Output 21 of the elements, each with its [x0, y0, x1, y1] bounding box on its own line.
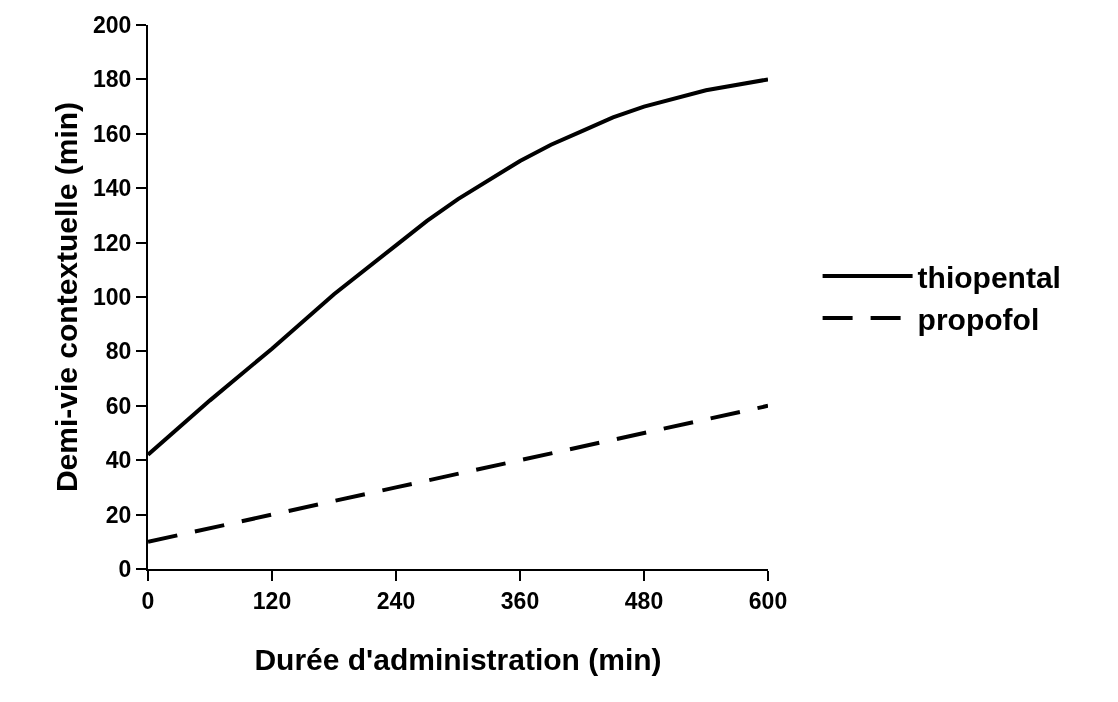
y-tick-label: 100 [93, 284, 132, 311]
y-tick-label: 40 [105, 447, 132, 474]
y-tick-label: 180 [93, 66, 132, 93]
y-tick-label: 60 [105, 392, 132, 419]
x-tick-label: 0 [141, 587, 155, 614]
x-axis-title: Durée d'administration (min) [254, 643, 662, 676]
y-tick-label: 0 [118, 556, 132, 583]
x-tick-label: 600 [748, 587, 788, 614]
legend-label: propofol [917, 302, 1040, 336]
y-tick-label: 20 [105, 501, 132, 528]
y-tick-label: 160 [93, 120, 132, 147]
x-tick-label: 480 [624, 587, 664, 614]
y-tick-label: 200 [93, 12, 132, 39]
x-tick-label: 240 [376, 587, 416, 614]
x-tick-label: 360 [500, 587, 540, 614]
y-tick-label: 140 [93, 175, 132, 202]
legend-label: thiopental [917, 260, 1061, 294]
y-tick-label: 80 [105, 338, 132, 365]
x-tick-label: 120 [252, 587, 292, 614]
y-tick-label: 120 [93, 229, 132, 256]
y-axis-title: Demi-vie contextuelle (min) [50, 101, 83, 493]
